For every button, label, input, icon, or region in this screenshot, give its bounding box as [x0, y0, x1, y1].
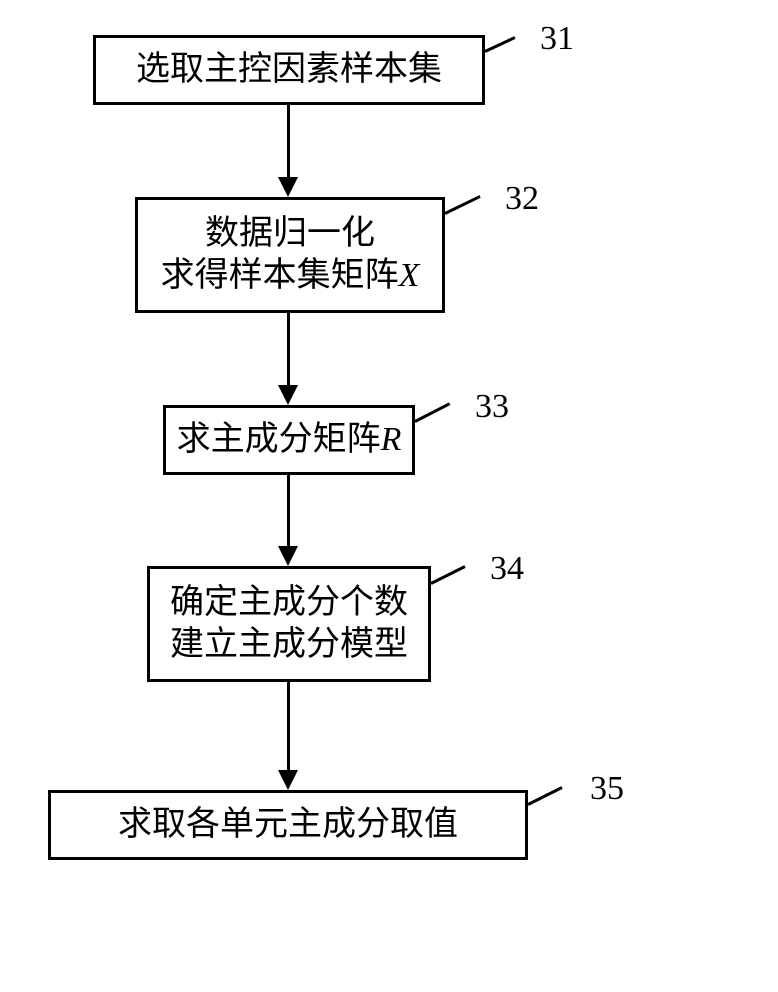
node-n34-line: 确定主成分个数 — [170, 582, 408, 625]
node-n35-line: 求取各单元主成分取值 — [118, 804, 458, 847]
node-label-n34: 34 — [490, 550, 524, 588]
flowchart-canvas: 选取主控因素样本集 31 数据归一化求得样本集矩阵X 32 求主成分矩阵R 33 确定主成分… — [0, 0, 778, 992]
node-n31: 选取主控因素样本集 — [93, 35, 485, 105]
node-label-n33: 33 — [475, 388, 509, 426]
edge-n33-n34 — [287, 475, 290, 556]
node-n32-line: 数据归一化 — [205, 213, 375, 256]
node-label-n31: 31 — [540, 20, 574, 58]
arrowhead-n34-n35 — [278, 770, 298, 790]
node-n34: 确定主成分个数建立主成分模型 — [147, 566, 431, 682]
node-n34-line: 建立主成分模型 — [170, 624, 408, 667]
node-n35: 求取各单元主成分取值 — [48, 790, 528, 860]
node-label-n35: 35 — [590, 770, 624, 808]
callout-tick-n35 — [527, 786, 562, 806]
edge-n34-n35 — [287, 682, 290, 780]
callout-tick-n32 — [444, 195, 480, 215]
node-label-n32: 32 — [505, 180, 539, 218]
node-n31-line: 选取主控因素样本集 — [136, 49, 442, 92]
callout-tick-n33 — [414, 402, 450, 423]
arrowhead-n33-n34 — [278, 546, 298, 566]
node-n33: 求主成分矩阵R — [163, 405, 415, 475]
arrowhead-n31-n32 — [278, 177, 298, 197]
callout-tick-n34 — [430, 565, 465, 585]
arrowhead-n32-n33 — [278, 385, 298, 405]
edge-n32-n33 — [287, 313, 290, 395]
callout-tick-n31 — [484, 36, 515, 53]
node-n33-line: 求主成分矩阵R — [177, 419, 402, 462]
node-n32-line: 求得样本集矩阵X — [161, 255, 420, 298]
edge-n31-n32 — [287, 105, 290, 187]
node-n32: 数据归一化求得样本集矩阵X — [135, 197, 445, 313]
